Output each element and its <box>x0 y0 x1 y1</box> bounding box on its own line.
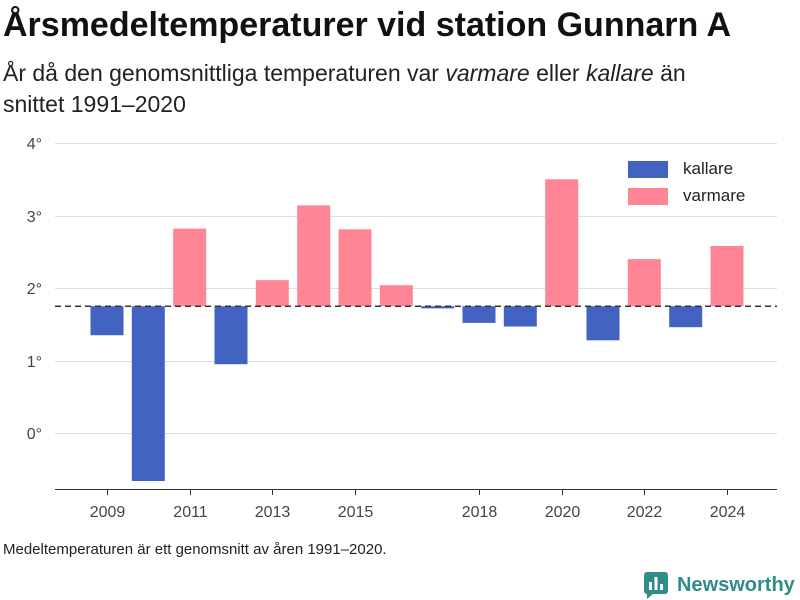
newsworthy-logo: Newsworthy <box>644 571 795 599</box>
bar-2018 <box>462 306 496 323</box>
legend-item-kallare: kallare <box>628 159 734 178</box>
bar-2019 <box>503 306 537 327</box>
bar-2021 <box>586 306 620 341</box>
x-tick-label: 2018 <box>462 504 498 521</box>
subtitle-text-middle: eller <box>529 60 586 86</box>
bar-2016 <box>379 285 413 307</box>
bar-2011 <box>173 228 207 307</box>
y-tick-label: 2° <box>27 281 42 298</box>
legend-label-varmare: varmare <box>683 186 746 205</box>
x-tick-label: 2024 <box>710 504 746 521</box>
x-tick-label: 2022 <box>627 504 663 521</box>
legend-swatch-varmare <box>628 187 668 205</box>
subtitle-line-2: snittet 1991–2020 <box>3 91 186 117</box>
bar-2015 <box>338 229 372 307</box>
y-tick-label: 4° <box>27 136 42 153</box>
y-tick-label: 0° <box>27 426 42 443</box>
bar-2013 <box>255 280 289 307</box>
y-axis-labels: 0° 1° 2° 3° 4° <box>27 136 42 443</box>
footnote: Medeltemperaturen är ett genomsnitt av å… <box>3 541 387 558</box>
x-tick-label: 2020 <box>545 504 581 521</box>
newsworthy-logo-icon <box>644 571 668 599</box>
bar-2024 <box>710 246 744 307</box>
y-tick-label: 3° <box>27 209 42 226</box>
x-tick-label: 2013 <box>255 504 291 521</box>
bar-2022 <box>627 259 661 307</box>
subtitle-warm-word: varmare <box>445 60 530 86</box>
legend-item-varmare: varmare <box>628 186 746 205</box>
bar-2023 <box>669 306 703 328</box>
bar-2017 <box>421 306 455 309</box>
bar-2009 <box>90 306 124 336</box>
chart-title: Årsmedeltemperaturer vid station Gunnarn… <box>3 6 732 44</box>
x-axis-ticks: 2009 2011 2013 2015 2018 2020 2022 2024 <box>90 489 746 521</box>
subtitle-text-end: än <box>653 60 686 86</box>
bar-2014 <box>297 205 331 307</box>
brand-name: Newsworthy <box>677 573 795 596</box>
bar-2010 <box>131 306 165 481</box>
x-tick-label: 2015 <box>338 504 374 521</box>
bar-2020 <box>545 179 579 307</box>
subtitle-text-start: År då den genomsnittliga temperaturen va… <box>3 60 446 86</box>
legend: kallare varmare <box>620 153 770 212</box>
bars <box>90 179 744 481</box>
x-tick-label: 2011 <box>173 504 208 521</box>
subtitle-cold-word: kallare <box>585 60 654 86</box>
bar-2012 <box>214 306 248 365</box>
x-tick-label: 2009 <box>90 504 126 521</box>
chart-subtitle: År då den genomsnittliga temperaturen va… <box>3 58 686 120</box>
legend-label-kallare: kallare <box>683 159 734 178</box>
legend-swatch-kallare <box>628 160 668 178</box>
y-tick-label: 1° <box>27 354 42 371</box>
